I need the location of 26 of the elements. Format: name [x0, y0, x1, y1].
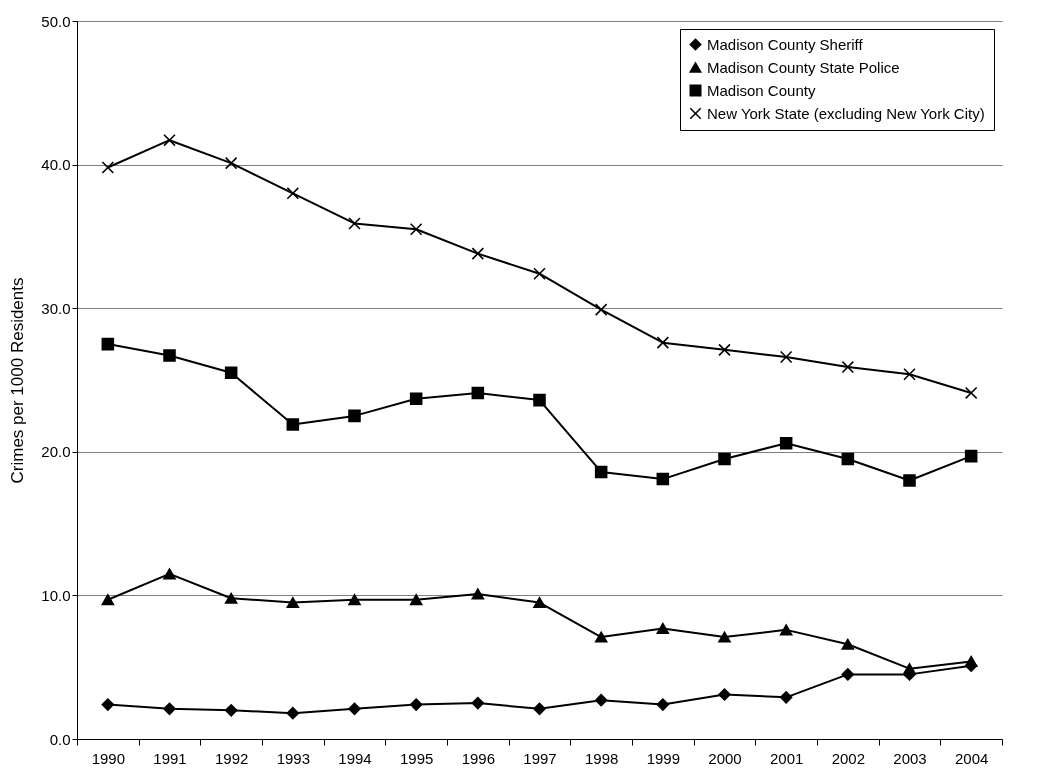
x-tick-label: 1996	[461, 749, 496, 767]
x-tick-label: 1995	[399, 749, 434, 767]
x-tick-label: 2001	[769, 749, 804, 767]
legend-label: Madison County	[707, 81, 816, 99]
x-tick-label: 1990	[91, 749, 126, 767]
x-tick-label: 1997	[523, 749, 557, 767]
y-tick-label: 10.0	[41, 586, 71, 604]
y-tick-label: 40.0	[41, 156, 71, 174]
x-tick-label: 1994	[338, 749, 372, 767]
x-tick-label: 2004	[954, 749, 989, 767]
x-tick-label: 2000	[708, 749, 742, 767]
legend-label: New York State (excluding New York City)	[707, 104, 985, 122]
y-tick-label: 20.0	[41, 443, 71, 461]
y-tick-label: 50.0	[41, 12, 71, 30]
legend-label: Madison County Sheriff	[707, 35, 864, 53]
x-tick-label: 1991	[153, 749, 187, 767]
y-tick-label: 30.0	[41, 299, 71, 317]
x-tick-label: 1992	[214, 749, 249, 767]
legend-label: Madison County State Police	[707, 58, 900, 76]
y-tick-label: 0.0	[49, 730, 71, 748]
x-tick-label: 2002	[831, 749, 866, 767]
x-tick-label: 2003	[893, 749, 927, 767]
x-tick-label: 1998	[584, 749, 619, 767]
y-axis-title: Crimes per 1000 Residents	[8, 277, 28, 484]
x-tick-label: 1999	[646, 749, 681, 767]
x-tick-label: 1993	[276, 749, 311, 767]
